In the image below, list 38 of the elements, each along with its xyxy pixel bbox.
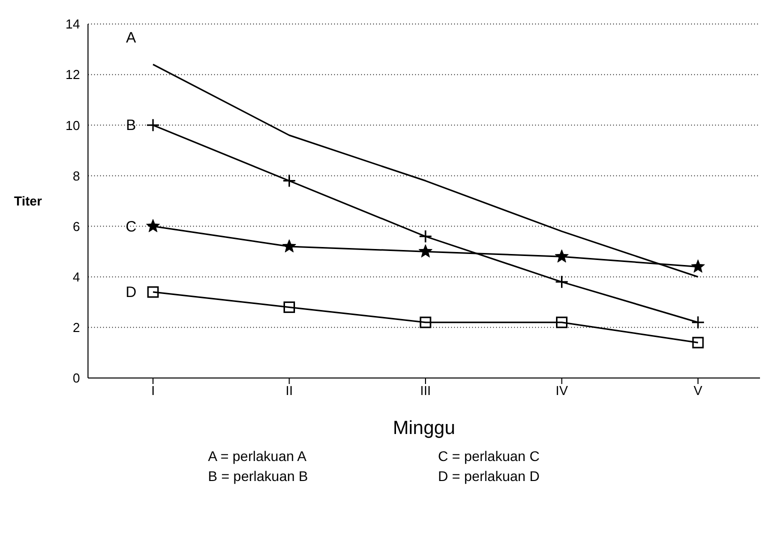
y-axis-title: Titer	[14, 194, 42, 209]
point	[420, 316, 432, 328]
y-tick-label: 12	[66, 67, 80, 82]
point	[146, 219, 160, 232]
series-label: D	[126, 284, 137, 302]
y-tick-label: 6	[72, 218, 80, 234]
text: A = perlakuan A	[208, 448, 308, 464]
point	[147, 286, 159, 298]
y-tick-label: 14	[66, 16, 80, 32]
series-label: B	[126, 117, 136, 134]
series-label: C	[126, 218, 137, 236]
x-tick-label: V	[694, 383, 703, 398]
point	[284, 301, 295, 313]
point	[554, 249, 569, 263]
y-tick-label: 4	[72, 269, 80, 284]
point	[418, 230, 432, 244]
x-tick-label: II	[286, 383, 293, 398]
point	[282, 174, 296, 188]
point	[691, 259, 705, 273]
series-label: A	[126, 29, 136, 46]
point	[146, 118, 160, 132]
y-tick-label: 10	[66, 118, 80, 133]
x-axis-title: Minggu	[392, 418, 456, 439]
point	[692, 336, 704, 348]
point	[556, 316, 568, 328]
point	[691, 316, 705, 330]
x-tick-label: III	[420, 383, 431, 398]
text: D = perlakuan D	[438, 468, 541, 484]
x-tick-label: I	[151, 383, 155, 398]
text: C = perlakuan C	[438, 448, 541, 464]
y-tick-label: 0	[72, 370, 80, 386]
point	[282, 239, 296, 252]
y-tick-label: 2	[72, 320, 80, 336]
point	[418, 244, 432, 258]
y-tick-label: 8	[72, 168, 80, 184]
x-tick-label: IV	[556, 383, 568, 398]
point	[555, 275, 568, 289]
text: B = perlakuan B	[208, 468, 310, 484]
